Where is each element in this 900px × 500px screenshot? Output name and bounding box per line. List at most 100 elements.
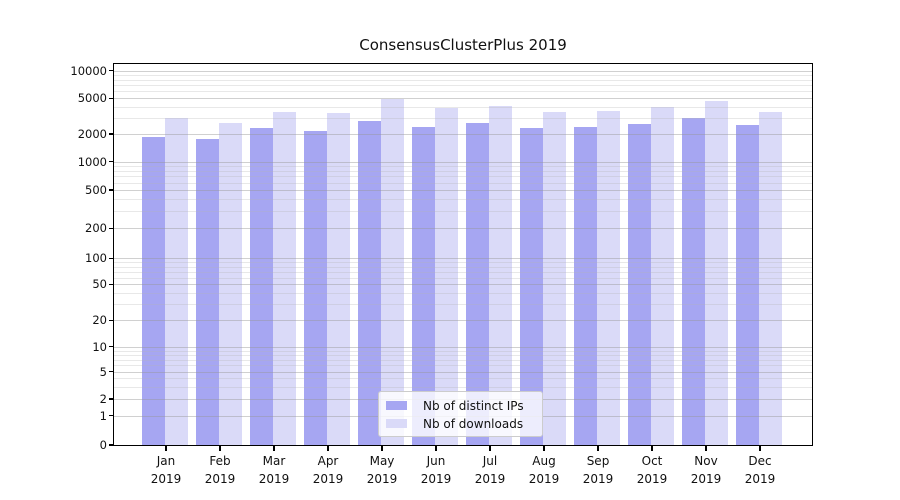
gridline-minor-40 bbox=[114, 293, 812, 295]
legend-label-downloads: Nb of downloads bbox=[423, 416, 524, 431]
x-tick-label-jun: Jun 2019 bbox=[420, 454, 452, 486]
gridline-minor-9 bbox=[114, 350, 812, 352]
gridline-50 bbox=[114, 284, 812, 286]
gridline-5 bbox=[114, 371, 812, 373]
legend-label-distinct-ips: Nb of distinct IPs bbox=[423, 398, 524, 413]
x-tick-mark-nov bbox=[705, 446, 707, 451]
gridline-minor-4000 bbox=[114, 107, 812, 108]
gridline-100 bbox=[114, 258, 812, 260]
bar-distinct-ips-mar bbox=[250, 127, 273, 445]
y-tick-mark-10 bbox=[109, 346, 114, 348]
legend-swatch-distinct-ips-icon bbox=[386, 401, 407, 410]
bar-downloads-apr bbox=[327, 113, 350, 445]
bar-downloads-jul bbox=[489, 106, 512, 445]
y-tick-mark-2 bbox=[109, 398, 114, 400]
bar-distinct-ips-aug bbox=[520, 127, 543, 445]
bar-distinct-ips-jun bbox=[412, 126, 435, 445]
y-tick-label-10: 10 bbox=[92, 339, 107, 354]
gridline-minor-6 bbox=[114, 365, 812, 367]
y-tick-mark-20 bbox=[109, 319, 114, 321]
bar-downloads-dec bbox=[759, 112, 782, 445]
gridline-minor-6000 bbox=[114, 91, 812, 92]
x-tick-mark-jul bbox=[489, 446, 491, 451]
x-tick-label-may: May 2019 bbox=[366, 454, 398, 486]
chart-title: ConsensusClusterPlus 2019 bbox=[359, 36, 567, 54]
y-tick-label-5: 5 bbox=[99, 364, 107, 379]
x-tick-label-nov: Nov 2019 bbox=[690, 454, 722, 486]
gridline-minor-70 bbox=[114, 271, 812, 273]
bar-distinct-ips-nov bbox=[682, 117, 705, 445]
gridline-minor-8 bbox=[114, 354, 812, 356]
gridline-2000 bbox=[114, 134, 812, 135]
x-tick-label-dec: Dec 2019 bbox=[744, 454, 776, 486]
bar-distinct-ips-may bbox=[358, 120, 381, 445]
y-tick-label-20: 20 bbox=[92, 313, 107, 328]
y-tick-mark-1 bbox=[109, 415, 114, 417]
y-tick-mark-5 bbox=[109, 371, 114, 373]
legend: Nb of distinct IPs Nb of downloads bbox=[378, 391, 543, 437]
gridline-minor-80 bbox=[114, 266, 812, 268]
y-tick-label-500: 500 bbox=[85, 183, 107, 197]
y-tick-label-2000: 2000 bbox=[77, 127, 107, 141]
gridline-minor-3 bbox=[114, 386, 812, 388]
gridline-1000 bbox=[114, 161, 812, 163]
legend-swatch-downloads-icon bbox=[386, 419, 407, 428]
y-tick-mark-1000 bbox=[109, 161, 114, 163]
gridline-minor-600 bbox=[114, 182, 812, 184]
gridline-minor-90 bbox=[114, 262, 812, 264]
x-tick-label-mar: Mar 2019 bbox=[258, 454, 290, 486]
x-tick-label-oct: Oct 2019 bbox=[636, 454, 668, 486]
bar-distinct-ips-dec bbox=[736, 125, 759, 445]
legend-row-distinct-ips: Nb of distinct IPs bbox=[386, 397, 535, 414]
y-tick-mark-0 bbox=[109, 444, 114, 446]
gridline-minor-3000 bbox=[114, 118, 812, 120]
gridline-minor-300 bbox=[114, 211, 812, 213]
x-tick-label-aug: Aug 2019 bbox=[528, 454, 560, 486]
gridline-minor-60 bbox=[114, 277, 812, 279]
gridline-minor-9000 bbox=[114, 74, 812, 76]
bar-distinct-ips-oct bbox=[628, 123, 651, 445]
gridline-500 bbox=[114, 190, 812, 191]
y-tick-label-0: 0 bbox=[99, 438, 107, 452]
y-tick-mark-50 bbox=[109, 283, 114, 285]
x-tick-mark-mar bbox=[273, 446, 275, 451]
bar-distinct-ips-jan bbox=[142, 137, 165, 445]
y-tick-label-200: 200 bbox=[85, 221, 107, 236]
x-tick-mark-jun bbox=[435, 446, 437, 451]
gridline-minor-7000 bbox=[114, 84, 812, 86]
x-tick-mark-jan bbox=[165, 446, 167, 451]
y-tick-mark-100 bbox=[109, 257, 114, 259]
gridline-minor-800 bbox=[114, 170, 812, 172]
bar-distinct-ips-apr bbox=[304, 131, 327, 445]
bar-downloads-jun bbox=[435, 107, 458, 445]
gridline-minor-900 bbox=[114, 166, 812, 167]
x-tick-mark-may bbox=[381, 446, 383, 451]
gridline-20 bbox=[114, 320, 812, 322]
x-tick-mark-oct bbox=[651, 446, 653, 451]
gridline-minor-700 bbox=[114, 176, 812, 178]
y-tick-label-100: 100 bbox=[85, 251, 107, 266]
x-tick-mark-feb bbox=[219, 446, 221, 451]
bar-downloads-nov bbox=[705, 100, 728, 445]
x-tick-label-sep: Sep 2019 bbox=[582, 454, 614, 486]
legend-row-downloads: Nb of downloads bbox=[386, 415, 535, 432]
gridline-5000 bbox=[114, 98, 812, 100]
y-tick-mark-2000 bbox=[109, 133, 114, 135]
x-tick-mark-dec bbox=[759, 446, 761, 451]
bar-downloads-feb bbox=[219, 123, 242, 445]
gridline-minor-4 bbox=[114, 378, 812, 380]
bar-downloads-aug bbox=[543, 111, 566, 445]
plot-area: Nb of distinct IPs Nb of downloads bbox=[114, 64, 812, 445]
y-tick-label-1: 1 bbox=[99, 408, 107, 423]
x-tick-label-apr: Apr 2019 bbox=[312, 454, 344, 486]
y-tick-mark-5000 bbox=[109, 97, 114, 99]
bar-downloads-mar bbox=[273, 112, 296, 445]
y-tick-mark-200 bbox=[109, 227, 114, 229]
bar-downloads-may bbox=[381, 98, 404, 445]
x-tick-mark-aug bbox=[543, 446, 545, 451]
x-tick-label-jan: Jan 2019 bbox=[150, 454, 182, 486]
bar-distinct-ips-jul bbox=[466, 123, 489, 445]
x-tick-mark-sep bbox=[597, 446, 599, 451]
y-tick-label-1000: 1000 bbox=[77, 154, 107, 169]
